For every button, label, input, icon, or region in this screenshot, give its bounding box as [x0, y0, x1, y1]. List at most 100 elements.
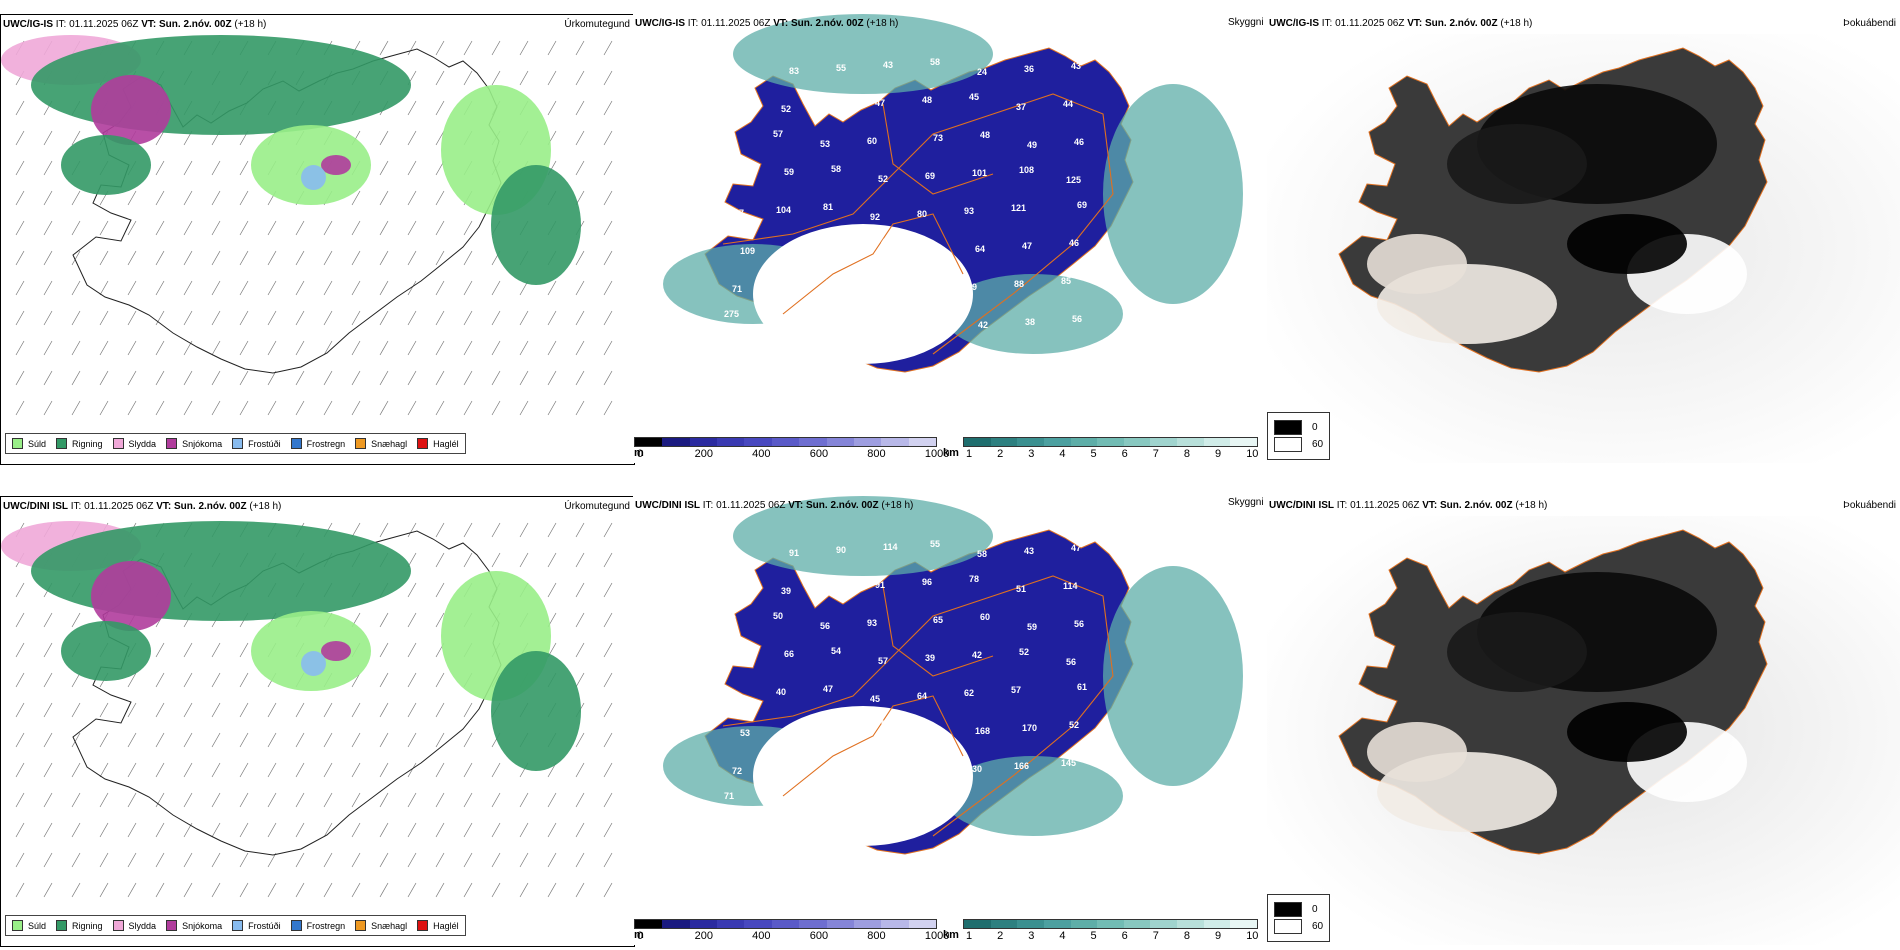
wind-barb — [603, 100, 613, 116]
wind-barb — [15, 130, 25, 146]
fog-index-field — [1367, 84, 1747, 344]
wind-barb — [183, 732, 193, 748]
wind-barb — [435, 732, 445, 748]
wind-barb — [211, 340, 221, 356]
wind-barb — [267, 822, 277, 838]
road — [882, 585, 994, 677]
visibility-value: 59 — [1027, 622, 1037, 632]
wind-barb — [267, 220, 277, 236]
visibility-value: 78 — [969, 574, 979, 584]
wind-barb — [603, 130, 613, 146]
visibility-value: 66 — [784, 649, 794, 659]
wind-barb — [155, 852, 165, 868]
legend-item: 60 — [1274, 919, 1323, 934]
wind-barb — [435, 552, 445, 568]
wind-barb — [407, 220, 417, 236]
colorbar-step — [799, 920, 827, 928]
wind-barb — [267, 370, 277, 386]
panel-header: UWC/DINI ISL IT: 01.11.2025 06Z VT: Sun.… — [635, 500, 913, 511]
wind-barb — [575, 672, 585, 688]
wind-barb — [519, 40, 529, 56]
wind-barb — [183, 280, 193, 296]
panel-title: Úrkomutegund — [564, 19, 630, 30]
precip-area — [61, 621, 151, 681]
colorbar-step — [1203, 920, 1231, 928]
legend-swatch — [166, 920, 178, 931]
visibility-value: 168 — [975, 726, 990, 736]
wind-barb — [379, 762, 389, 778]
legend-swatch — [1274, 919, 1302, 934]
colorbar-tick: 400 — [752, 930, 771, 942]
colorbar-step — [1097, 438, 1124, 446]
visibility-value: 63 — [873, 275, 883, 285]
visibility-value: 73 — [933, 133, 943, 143]
lead-time: (+18 h) — [866, 18, 899, 29]
visibility-value: 80 — [779, 281, 789, 291]
wind-barb — [99, 220, 109, 236]
wind-barb — [379, 852, 389, 868]
wind-barb — [155, 130, 165, 146]
wind-barb — [43, 672, 53, 688]
visibility-value: 58 — [726, 614, 736, 624]
height-unit: m — [634, 447, 644, 459]
legend-label: Rigning — [72, 920, 103, 931]
visibility-value: 55 — [836, 63, 846, 73]
wind-barb — [547, 552, 557, 568]
colorbar-tick: 9 — [1215, 448, 1222, 460]
wind-barb — [183, 400, 193, 416]
wind-barb — [267, 250, 277, 266]
wind-barb — [379, 702, 389, 718]
panel-title: Úrkomutegund — [564, 501, 630, 512]
colorbar-tick: 0 — [637, 930, 644, 942]
visibility-value: 52 — [781, 104, 791, 114]
colorbar-step — [744, 920, 772, 928]
wind-barb — [155, 822, 165, 838]
colorbar-tick: 1 — [965, 448, 973, 460]
panel-title: Þokuábendi — [1843, 500, 1896, 511]
visibility-value: 104 — [776, 205, 791, 215]
wind-barb — [183, 702, 193, 718]
valid-time: VT: Sun. 2.nóv. 00Z — [1407, 18, 1498, 29]
wind-barb — [211, 672, 221, 688]
wind-barb — [351, 190, 361, 206]
wind-barb — [127, 762, 137, 778]
colorbar-step — [635, 438, 663, 446]
fog-field-patch — [1367, 722, 1467, 782]
visibility-value: 88 — [1014, 279, 1024, 289]
colorbar-step — [881, 920, 909, 928]
visibility-value: 69 — [1077, 200, 1087, 210]
legend-item: Rigning — [56, 920, 103, 931]
colorbar-step — [1203, 438, 1231, 446]
wind-barb — [71, 190, 81, 206]
wind-barb — [519, 340, 529, 356]
visibility-value: 52 — [1019, 647, 1029, 657]
wind-barb — [295, 310, 305, 326]
wind-barb — [463, 522, 473, 538]
wind-barb — [155, 370, 165, 386]
wind-barb — [71, 702, 81, 718]
wind-barb — [239, 702, 249, 718]
wind-barb — [519, 552, 529, 568]
wind-barb — [99, 280, 109, 296]
wind-barb — [211, 370, 221, 386]
wind-barb — [155, 220, 165, 236]
wind-barb — [519, 70, 529, 86]
legend-swatch — [56, 438, 68, 449]
wind-barb — [71, 250, 81, 266]
init-time: IT: 01.11.2025 06Z — [702, 500, 786, 511]
wind-barb — [155, 400, 165, 416]
wind-barb — [407, 310, 417, 326]
wind-barb — [435, 852, 445, 868]
wind-barb — [267, 852, 277, 868]
colorbar-step — [771, 920, 800, 928]
wind-barb — [99, 250, 109, 266]
low-cloud-area — [943, 274, 1123, 354]
colorbar-scale — [963, 437, 1258, 447]
wind-barb — [547, 280, 557, 296]
wind-barb — [155, 190, 165, 206]
legend-item: 0 — [1274, 902, 1323, 917]
legend-item: Snæhagl — [355, 438, 407, 449]
wind-barb — [407, 100, 417, 116]
legend-swatch — [12, 920, 23, 931]
colorbar-step — [908, 920, 936, 928]
